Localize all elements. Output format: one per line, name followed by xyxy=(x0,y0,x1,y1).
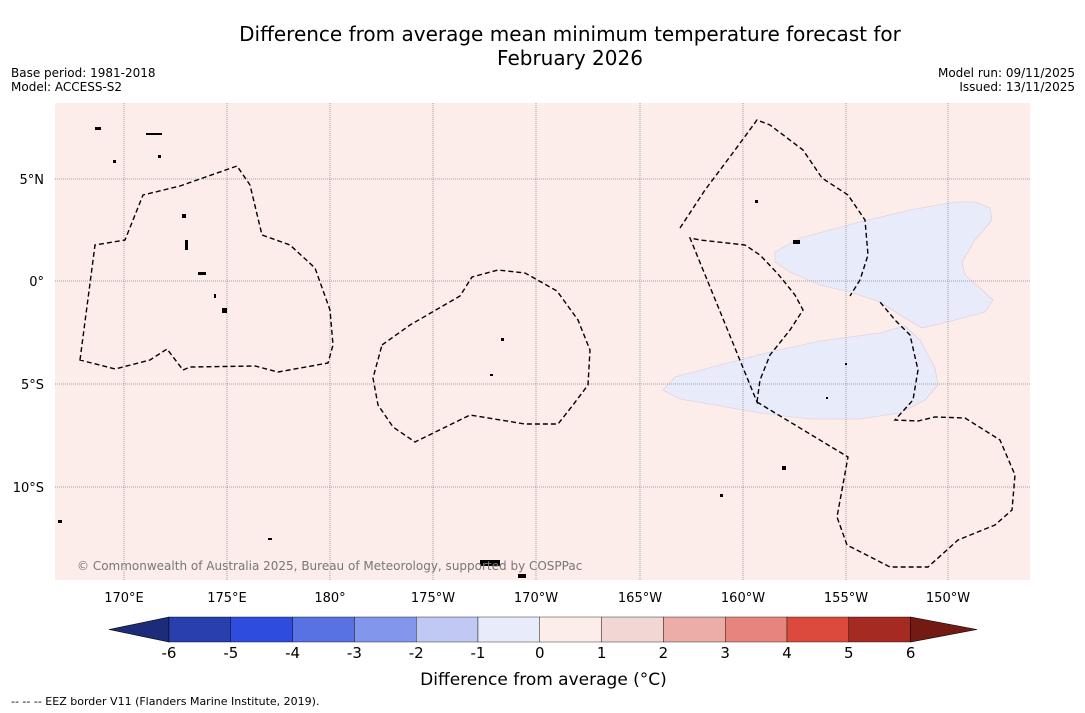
title-line-1: Difference from average mean minimum tem… xyxy=(239,22,901,46)
eez-kiribati-gilbert xyxy=(79,165,334,373)
cool-patch-south xyxy=(662,325,939,420)
colorbar-label: -3 xyxy=(347,644,362,662)
colorbar-label: -1 xyxy=(471,644,486,662)
lat-tick: 0° xyxy=(29,275,44,290)
colorbar-label: 6 xyxy=(906,644,916,662)
lon-tick: 180° xyxy=(314,591,345,606)
colorbar-segment xyxy=(416,616,479,643)
meta-right: Model run: 09/11/2025 Issued: 13/11/2025 xyxy=(938,66,1075,94)
colorbar-segment xyxy=(354,616,417,643)
lat-tick: 5°N xyxy=(20,173,45,188)
islands xyxy=(58,127,847,578)
eez-line-islands xyxy=(679,119,869,405)
model-run: Model run: 09/11/2025 xyxy=(937,66,1075,80)
colorbar-label: 2 xyxy=(659,644,669,662)
eez-borders xyxy=(79,119,1016,568)
colorbar-label: -5 xyxy=(223,644,238,662)
colorbar-segment xyxy=(786,616,849,643)
lon-tick: 175°E xyxy=(207,591,247,606)
lat-tick-labels: 5°N 0° 5°S 10°S xyxy=(13,173,44,496)
eez-phoenix xyxy=(372,269,591,443)
colorbar: -6 -5 -4 -3 -2 -1 0 1 2 3 4 5 6 xyxy=(108,616,978,662)
colorbar-label: 5 xyxy=(844,644,854,662)
lat-tick: 5°S xyxy=(21,378,44,393)
colorbar-extend-low xyxy=(108,616,170,643)
colorbar-label: 1 xyxy=(597,644,607,662)
lat-tick: 10°S xyxy=(13,481,44,496)
colorbar-segment xyxy=(292,616,355,643)
lon-tick: 160°W xyxy=(721,591,765,606)
colorbar-segment xyxy=(725,616,788,643)
copyright-text: © Commonwealth of Australia 2025, Bureau… xyxy=(77,559,582,573)
colorbar-title: Difference from average (°C) xyxy=(420,670,667,690)
colorbar-extend-high xyxy=(910,616,978,643)
lon-tick-labels: 170°E 175°E 180° 175°W 170°W 165°W 160°W… xyxy=(104,591,970,606)
model-name: Model: ACCESS-S2 xyxy=(11,80,123,94)
lon-tick: 150°W xyxy=(926,591,970,606)
title-line-2: February 2026 xyxy=(497,46,643,70)
colorbar-label: 0 xyxy=(535,644,545,662)
colorbar-label: -4 xyxy=(285,644,300,662)
colorbar-segment xyxy=(168,616,231,643)
colorbar-segment xyxy=(477,616,540,643)
lon-tick: 170°E xyxy=(104,591,144,606)
gridlines xyxy=(55,103,1030,580)
colorbar-segment xyxy=(848,616,911,643)
lon-tick: 165°W xyxy=(618,591,662,606)
lon-tick: 170°W xyxy=(514,591,558,606)
map-title: Difference from average mean minimum tem… xyxy=(0,22,1085,70)
colorbar-segment xyxy=(663,616,726,643)
colorbar-label: -2 xyxy=(409,644,424,662)
cool-patch-north xyxy=(774,201,994,329)
lon-tick: 155°W xyxy=(824,591,868,606)
eez-line-south xyxy=(756,301,1016,568)
colorbar-label: -6 xyxy=(162,644,177,662)
lon-tick: 175°W xyxy=(411,591,455,606)
meta-left: Base period: 1981-2018 Model: ACCESS-S2 xyxy=(11,66,156,94)
colorbar-segment xyxy=(601,616,664,643)
colorbar-label: 4 xyxy=(782,644,792,662)
colorbar-segment xyxy=(230,616,293,643)
colorbar-label: 3 xyxy=(720,644,730,662)
colorbar-segment xyxy=(539,616,602,643)
base-period: Base period: 1981-2018 xyxy=(11,66,156,80)
eez-legend-footer: -- -- -- EEZ border V11 (Flanders Marine… xyxy=(11,695,320,708)
issued-date: Issued: 13/11/2025 xyxy=(959,80,1075,94)
